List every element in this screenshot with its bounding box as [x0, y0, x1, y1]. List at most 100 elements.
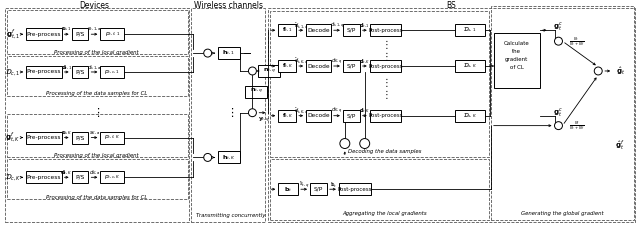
- Text: $d_{K,a}$: $d_{K,a}$: [88, 169, 100, 177]
- Text: Generating the global gradient: Generating the global gradient: [521, 211, 604, 216]
- Text: P/S: P/S: [76, 175, 84, 180]
- Text: $d_{t,1,a}$: $d_{t,1,a}$: [87, 63, 102, 72]
- Polygon shape: [100, 28, 124, 40]
- Text: S/P: S/P: [347, 113, 356, 118]
- Text: Devices: Devices: [79, 1, 109, 10]
- Text: $p_{t,f,K}$: $p_{t,f,K}$: [104, 134, 120, 141]
- Text: $\vdots$: $\vdots$: [381, 50, 388, 63]
- Text: $\hat{\mathbf{s}}_t$: $\hat{\mathbf{s}}_t$: [330, 180, 336, 189]
- Text: BS: BS: [446, 1, 456, 10]
- Text: $\mathbf{d}_{t,K}$: $\mathbf{d}_{t,K}$: [359, 57, 371, 66]
- Polygon shape: [100, 132, 124, 144]
- Circle shape: [204, 153, 212, 161]
- Polygon shape: [306, 110, 331, 122]
- Polygon shape: [310, 183, 327, 195]
- Text: $\vdots$: $\vdots$: [381, 88, 388, 101]
- Polygon shape: [246, 86, 268, 98]
- Text: Wireless channels: Wireless channels: [194, 1, 263, 10]
- Text: $\mathbf{d}_{t,K}$: $\mathbf{d}_{t,K}$: [60, 169, 73, 177]
- Text: Pre-process: Pre-process: [26, 32, 61, 37]
- Text: Aggregating the local gradients: Aggregating the local gradients: [342, 211, 427, 216]
- Polygon shape: [455, 110, 485, 122]
- Text: Decode: Decode: [307, 28, 330, 33]
- Polygon shape: [278, 110, 296, 122]
- Text: $\frac{N_f}{N_c+N_f}$: $\frac{N_f}{N_c+N_f}$: [569, 119, 584, 132]
- Text: $\hat{d}_{t,K,q}$: $\hat{d}_{t,K,q}$: [294, 105, 308, 117]
- Polygon shape: [455, 24, 485, 36]
- Polygon shape: [218, 151, 239, 163]
- Text: Pre-process: Pre-process: [26, 70, 61, 74]
- Polygon shape: [278, 24, 296, 36]
- Polygon shape: [370, 60, 401, 72]
- Text: of CL: of CL: [510, 65, 524, 70]
- Text: Pre-process: Pre-process: [26, 175, 61, 180]
- Text: $s_{K,a}$: $s_{K,a}$: [89, 129, 100, 137]
- Text: Processing of the local gradient: Processing of the local gradient: [54, 153, 139, 158]
- Text: Processing of the data samples for CL: Processing of the data samples for CL: [45, 195, 147, 200]
- Circle shape: [248, 109, 257, 117]
- Text: $\mathbf{f}_{t,K}$: $\mathbf{f}_{t,K}$: [282, 112, 293, 120]
- Text: $\vdots$: $\vdots$: [381, 76, 388, 89]
- Text: $\mathcal{D}_{s,K}$: $\mathcal{D}_{s,K}$: [463, 62, 477, 70]
- Polygon shape: [100, 171, 124, 183]
- Text: Post-process: Post-process: [369, 113, 403, 118]
- Text: gradient: gradient: [505, 56, 529, 62]
- Text: $\vdots$: $\vdots$: [381, 38, 388, 51]
- Text: P/S: P/S: [76, 32, 84, 37]
- Text: $\hat{d}_{t,1,q}$: $\hat{d}_{t,1,q}$: [294, 20, 308, 32]
- Text: $\mathbf{h}_{t,1}$: $\mathbf{h}_{t,1}$: [222, 49, 235, 57]
- Polygon shape: [278, 183, 298, 195]
- Polygon shape: [259, 65, 280, 77]
- Text: $\mathcal{D}_{c,1}$: $\mathcal{D}_{c,1}$: [5, 67, 20, 77]
- Text: $p_{t,f,1}$: $p_{t,f,1}$: [105, 31, 120, 38]
- Polygon shape: [72, 171, 88, 183]
- Text: $\hat{s}_{t,q}$: $\hat{s}_{t,q}$: [299, 179, 309, 190]
- Text: $\mathbf{g}_t^c$: $\mathbf{g}_t^c$: [553, 107, 563, 119]
- Text: Post-process: Post-process: [337, 187, 372, 192]
- Text: $s_{t,1,a}$: $s_{t,1,a}$: [87, 26, 102, 33]
- Polygon shape: [339, 183, 371, 195]
- Polygon shape: [218, 47, 239, 59]
- Text: Decoding the data samples: Decoding the data samples: [348, 149, 421, 154]
- Text: $\mathbf{n}_{t,q}$: $\mathbf{n}_{t,q}$: [250, 87, 263, 97]
- Text: S/P: S/P: [314, 187, 323, 192]
- Text: $\mathbf{d}_{t,K}$: $\mathbf{d}_{t,K}$: [359, 107, 371, 115]
- Text: Post-process: Post-process: [369, 63, 403, 68]
- Polygon shape: [343, 24, 360, 36]
- Text: $\vdots$: $\vdots$: [227, 106, 235, 119]
- Circle shape: [595, 67, 602, 75]
- Text: Post-process: Post-process: [369, 28, 403, 33]
- Polygon shape: [100, 66, 124, 78]
- Text: $\mathbf{s}_{t,K}$: $\mathbf{s}_{t,K}$: [61, 129, 72, 137]
- Polygon shape: [494, 33, 540, 88]
- Text: $\hat{\mathbf{g}}_t$: $\hat{\mathbf{g}}_t$: [616, 65, 625, 77]
- Text: $\mathbf{n}_{t,q}$: $\mathbf{n}_{t,q}$: [263, 66, 276, 76]
- Text: $\mathbf{b}_t$: $\mathbf{b}_t$: [284, 185, 292, 194]
- Polygon shape: [26, 132, 61, 144]
- Text: $\mathbf{h}_{t,K}$: $\mathbf{h}_{t,K}$: [222, 153, 236, 162]
- Polygon shape: [343, 60, 360, 72]
- Text: $\mathbf{g}_{t,K}^f$: $\mathbf{g}_{t,K}^f$: [5, 131, 20, 144]
- Polygon shape: [343, 110, 360, 122]
- Polygon shape: [72, 28, 88, 40]
- Text: $\mathbf{g}_{t,1}^f$: $\mathbf{g}_{t,1}^f$: [6, 27, 20, 41]
- Text: $d_{K,q}$: $d_{K,q}$: [332, 106, 342, 116]
- Polygon shape: [26, 28, 61, 40]
- Text: $d_{K,q}$: $d_{K,q}$: [332, 56, 342, 67]
- Polygon shape: [26, 171, 61, 183]
- Text: $\mathbf{g}_t^c$: $\mathbf{g}_t^c$: [553, 21, 563, 33]
- Polygon shape: [72, 132, 88, 144]
- Text: $\mathcal{D}_{s,K}$: $\mathcal{D}_{s,K}$: [463, 112, 477, 120]
- Circle shape: [554, 37, 563, 45]
- Circle shape: [360, 139, 370, 148]
- Polygon shape: [370, 110, 401, 122]
- Text: Calculate: Calculate: [504, 41, 530, 46]
- Polygon shape: [370, 24, 401, 36]
- Text: $\mathcal{D}_{s,1}$: $\mathcal{D}_{s,1}$: [463, 26, 477, 34]
- Text: Processing of the data samples for CL: Processing of the data samples for CL: [45, 91, 147, 96]
- Polygon shape: [278, 60, 296, 72]
- Text: Decode: Decode: [307, 113, 330, 118]
- Polygon shape: [306, 60, 331, 72]
- Text: Processing of the local gradient: Processing of the local gradient: [54, 50, 139, 55]
- Text: $\frac{N_c}{N_c+N_f}$: $\frac{N_c}{N_c+N_f}$: [569, 35, 584, 48]
